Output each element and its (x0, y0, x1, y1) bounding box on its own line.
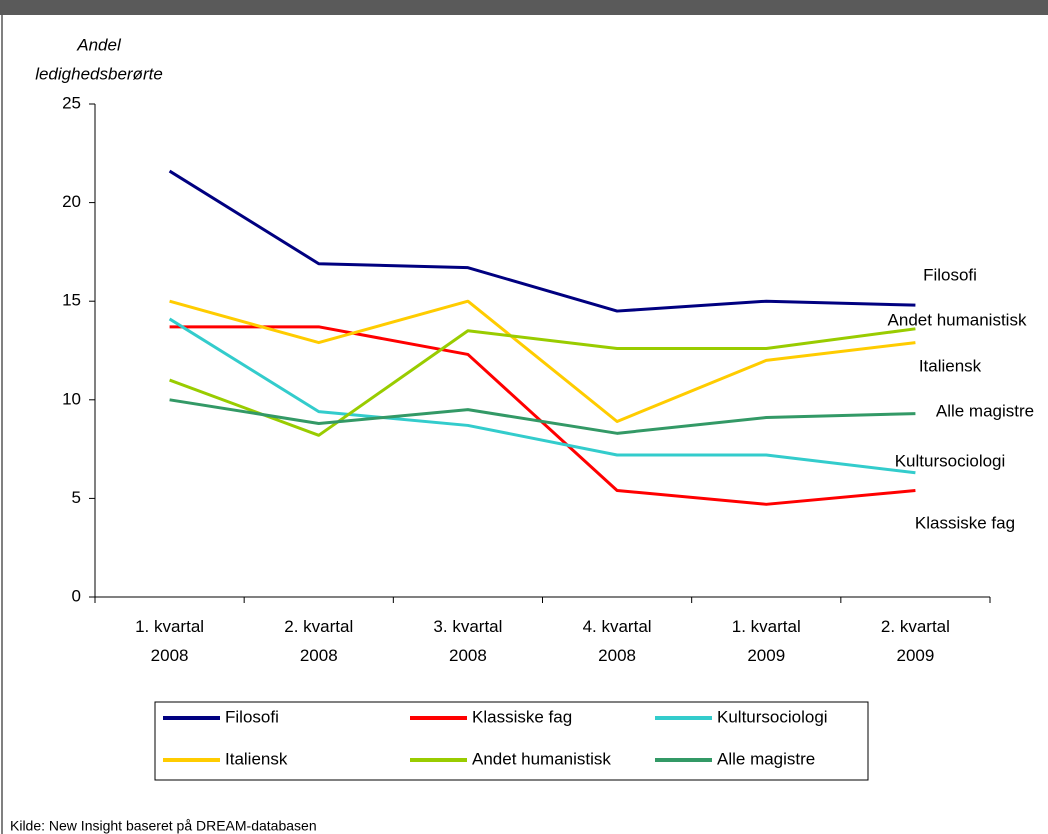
x-tick-label-line: 2008 (300, 646, 338, 665)
y-tick-label: 5 (72, 488, 81, 507)
x-tick-label-line: 1. kvartal (732, 617, 801, 636)
series-end-label: Italiensk (919, 356, 982, 375)
series-end-label: Andet humanistisk (888, 310, 1027, 329)
y-tick-label: 15 (62, 291, 81, 310)
source: Kilde: New Insight baseret på DREAM-data… (10, 818, 317, 834)
x-tick-label-line: 2008 (151, 646, 189, 665)
x-tick-label-line: 2009 (897, 646, 935, 665)
legend-label: Kultursociologi (717, 707, 828, 726)
series-line (169, 398, 916, 435)
series-end-label: Klassiske fag (915, 513, 1015, 532)
series-end-label: Alle magistre (936, 401, 1034, 420)
series-line (169, 327, 916, 437)
series-line (169, 299, 916, 423)
x-tick-label-line: 2. kvartal (284, 617, 353, 636)
legend-label: Andet humanistisk (472, 749, 611, 768)
x-tick-label: 4. kvartal 2008 (583, 617, 652, 665)
y-tick-label: 10 (62, 389, 81, 408)
x-tick-label-line: 2. kvartal (881, 617, 950, 636)
y-tick-label: 20 (62, 192, 81, 211)
x-tick-label: 1. kvartal 2008 (135, 617, 204, 665)
series-line (168, 317, 916, 475)
x-tick-label: 1. kvartal 2009 (732, 617, 801, 665)
legend-label: Klassiske fag (472, 707, 572, 726)
y-axis-title: ledighedsberørte (35, 64, 163, 83)
series-end-label: Kultursociologi (895, 451, 1006, 470)
x-tick-label-line: 2008 (598, 646, 636, 665)
x-tick-label-line: 3. kvartal (433, 617, 502, 636)
legend-label: Alle magistre (717, 749, 815, 768)
y-axis-title: Andel (76, 35, 122, 54)
x-tick-label: 2. kvartal 2008 (284, 617, 353, 665)
legend-box (154, 701, 869, 781)
series-line (168, 169, 916, 313)
x-tick-label-line: 2009 (747, 646, 785, 665)
y-tick-label: 0 (72, 586, 81, 605)
x-tick-label-line: 4. kvartal (583, 617, 652, 636)
x-tick-label-line: 1. kvartal (135, 617, 204, 636)
y-tick-label: 25 (62, 93, 81, 112)
x-tick-label: 3. kvartal 2008 (433, 617, 502, 665)
legend-label: Italiensk (225, 749, 288, 768)
legend-label: Filosofi (225, 707, 279, 726)
series-end-label: Filosofi (923, 265, 977, 284)
x-tick-label-line: 2008 (449, 646, 487, 665)
top-bar (0, 0, 1048, 15)
x-tick-label: 2. kvartal 2009 (881, 617, 950, 665)
